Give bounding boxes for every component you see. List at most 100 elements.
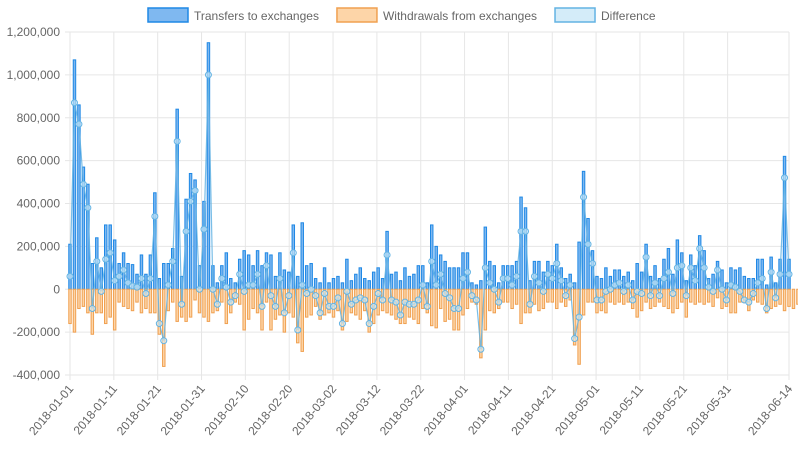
difference-point [696, 245, 704, 253]
withdrawal-bar [358, 288, 363, 320]
x-tick-label: 2018-06-14 [745, 382, 795, 438]
withdrawal-bar [514, 288, 519, 305]
difference-point [347, 300, 355, 308]
withdrawal-bar [224, 288, 229, 325]
difference-point [642, 253, 650, 261]
difference-point [200, 225, 208, 233]
withdrawal-bar [117, 288, 121, 303]
withdrawal-bar [702, 288, 706, 305]
difference-point [414, 296, 422, 304]
transfer-bar [474, 284, 479, 290]
withdrawal-bar [729, 288, 733, 314]
y-tick-label: 600,000 [17, 154, 61, 168]
legend-item-1[interactable]: Withdrawals from exchanges [336, 7, 537, 23]
withdrawal-bar [398, 288, 403, 325]
difference-point [75, 120, 83, 128]
withdrawal-bar [782, 288, 787, 312]
withdrawal-bar [144, 288, 148, 310]
difference-point [530, 272, 538, 280]
difference-point [70, 99, 78, 107]
withdrawal-bar [680, 288, 684, 303]
difference-point [111, 277, 119, 285]
difference-point [209, 285, 217, 293]
withdrawal-bar [559, 288, 563, 303]
withdrawal-bar [104, 288, 108, 325]
difference-point [88, 305, 96, 313]
withdrawal-bar [501, 288, 505, 303]
difference-point [557, 277, 565, 285]
difference-point [781, 174, 789, 182]
difference-point [106, 249, 114, 257]
difference-point [84, 204, 92, 212]
withdrawal-bar [340, 288, 345, 331]
difference-point [115, 272, 123, 280]
legend-item-0[interactable]: Transfers to exchanges [147, 7, 319, 23]
difference-point [298, 281, 306, 289]
difference-point [638, 290, 646, 298]
difference-point [736, 287, 744, 295]
difference-point [173, 137, 181, 145]
transfer-bar [345, 258, 349, 290]
legend-swatch [336, 7, 378, 23]
transfer-bar [751, 278, 756, 290]
difference-point [338, 320, 346, 328]
difference-point [164, 281, 172, 289]
withdrawal-bar [264, 288, 269, 303]
difference-point [423, 302, 431, 310]
difference-point [204, 71, 212, 79]
difference-point [432, 281, 440, 289]
legend-item-2[interactable]: Difference [554, 7, 656, 23]
withdrawal-bar [577, 288, 581, 365]
withdrawal-bar [318, 288, 322, 320]
withdrawal-bar [197, 288, 202, 314]
withdrawal-bar [278, 288, 282, 316]
transfer-bar [340, 282, 345, 290]
difference-point [722, 296, 730, 304]
transfer-bar [412, 273, 416, 290]
difference-point [745, 298, 753, 306]
withdrawal-bar [483, 288, 488, 331]
difference-point [660, 275, 668, 283]
difference-point [289, 249, 297, 257]
transfer-bar [327, 282, 331, 290]
difference-point [562, 292, 570, 300]
transfer-bar [144, 273, 148, 290]
bar-series-group [68, 42, 798, 367]
transfer-bar [162, 263, 166, 290]
withdrawal-bar [613, 288, 617, 305]
difference-line [69, 74, 790, 350]
transfer-bar [492, 265, 496, 290]
withdrawal-bar [112, 288, 117, 331]
difference-line-group [66, 71, 793, 353]
difference-point [566, 281, 574, 289]
difference-point [580, 193, 588, 201]
difference-point [97, 287, 105, 295]
withdrawal-bar [251, 288, 255, 310]
withdrawal-bar [430, 288, 434, 327]
transfer-bar [354, 273, 358, 290]
difference-point [522, 227, 530, 235]
difference-point [334, 294, 342, 302]
withdrawal-bar [715, 288, 720, 299]
withdrawal-bar [434, 288, 438, 329]
difference-point [343, 287, 351, 295]
withdrawal-bar [581, 288, 586, 316]
transfer-bar [479, 280, 483, 290]
difference-point [396, 311, 404, 319]
difference-point [629, 296, 637, 304]
withdrawal-bar [546, 288, 550, 303]
difference-point [615, 279, 623, 287]
difference-point [182, 227, 190, 235]
gridlines [65, 31, 790, 380]
legend: Transfers to exchanges Withdrawals from e… [147, 7, 656, 23]
withdrawal-bar [121, 288, 126, 307]
transfer-bar [229, 278, 233, 290]
x-tick-label: 2018-03-12 [333, 382, 383, 438]
withdrawal-bar [237, 288, 242, 305]
difference-point [463, 268, 471, 276]
withdrawal-bar [697, 288, 702, 303]
withdrawal-bar [193, 288, 197, 301]
y-tick-label: -400,000 [13, 368, 61, 382]
transfer-bar [657, 278, 662, 290]
